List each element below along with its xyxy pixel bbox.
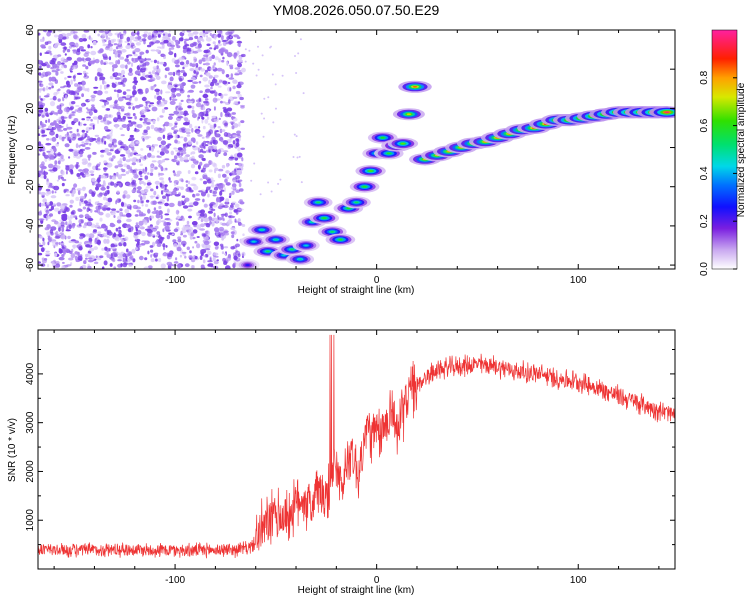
colorbar-tick-label: 0.0 — [699, 262, 710, 276]
snr-background — [38, 330, 675, 569]
chart-title: YM08.2026.050.07.50.E29 — [273, 2, 440, 18]
snr-panel: -100 0 100 1000 2000 3000 4000 Height of strai… — [7, 329, 676, 596]
spectrogram-noise-region — [38, 30, 305, 269]
snr-frame — [37, 329, 676, 570]
spectrogram-y-tick-label: 20 — [25, 102, 36, 114]
spectrogram-x-tick-label: -100 — [165, 275, 185, 286]
colorbar-ticks: 0.0 0.2 0.4 0.6 0.8 — [699, 70, 737, 276]
spectrogram-y-tick-label: -40 — [25, 218, 36, 233]
spectrogram-y-tick-label: 40 — [25, 63, 36, 75]
snr-series-line — [38, 334, 675, 559]
spectrogram-frame — [37, 29, 676, 270]
snr-ticks: -100 0 100 1000 2000 3000 4000 — [25, 330, 675, 586]
spectrogram-y-label: Frequency (Hz) — [7, 116, 18, 185]
colorbar-label: Normalized spectral amplitude — [736, 82, 747, 217]
snr-y-tick-label: 2000 — [25, 460, 36, 483]
snr-y-tick-label: 4000 — [25, 362, 36, 385]
spectrogram-x-tick-label: 0 — [374, 275, 380, 286]
colorbar-gradient — [711, 29, 738, 270]
colorbar-tick-label: 0.2 — [699, 214, 710, 228]
spectrogram-y-tick-label: -60 — [25, 257, 36, 272]
spectrogram-x-tick-label: 100 — [570, 275, 587, 286]
snr-y-tick-label: 1000 — [25, 509, 36, 532]
spectrogram-y-tick-label: 0 — [25, 144, 36, 150]
spectrogram-track — [235, 80, 675, 269]
spectrogram-panel: -100 0 100 60 40 20 0 -20 -40 -60 Height of strai… — [7, 24, 676, 296]
snr-x-tick-label: 100 — [570, 575, 587, 586]
colorbar-tick-label: 0.6 — [699, 118, 710, 132]
snr-y-tick-label: 3000 — [25, 411, 36, 434]
snr-x-tick-label: -100 — [165, 575, 185, 586]
spectrogram-y-tick-label: 60 — [25, 24, 36, 36]
colorbar: 0.0 0.2 0.4 0.6 0.8 Normalized spectral ampl… — [699, 29, 747, 276]
spectrogram-y-tick-label: -20 — [25, 179, 36, 194]
colorbar-tick-label: 0.4 — [699, 166, 710, 180]
spectrogram-ticks: -100 0 100 60 40 20 0 -20 -40 -60 — [25, 24, 675, 286]
snr-y-label: SNR (10 * v/v) — [7, 418, 18, 482]
snr-x-tick-label: 0 — [374, 575, 380, 586]
spectrogram-x-label: Height of straight line (km) — [298, 285, 415, 296]
colorbar-tick-label: 0.8 — [699, 70, 710, 84]
snr-x-label: Height of straight line (km) — [298, 585, 415, 596]
